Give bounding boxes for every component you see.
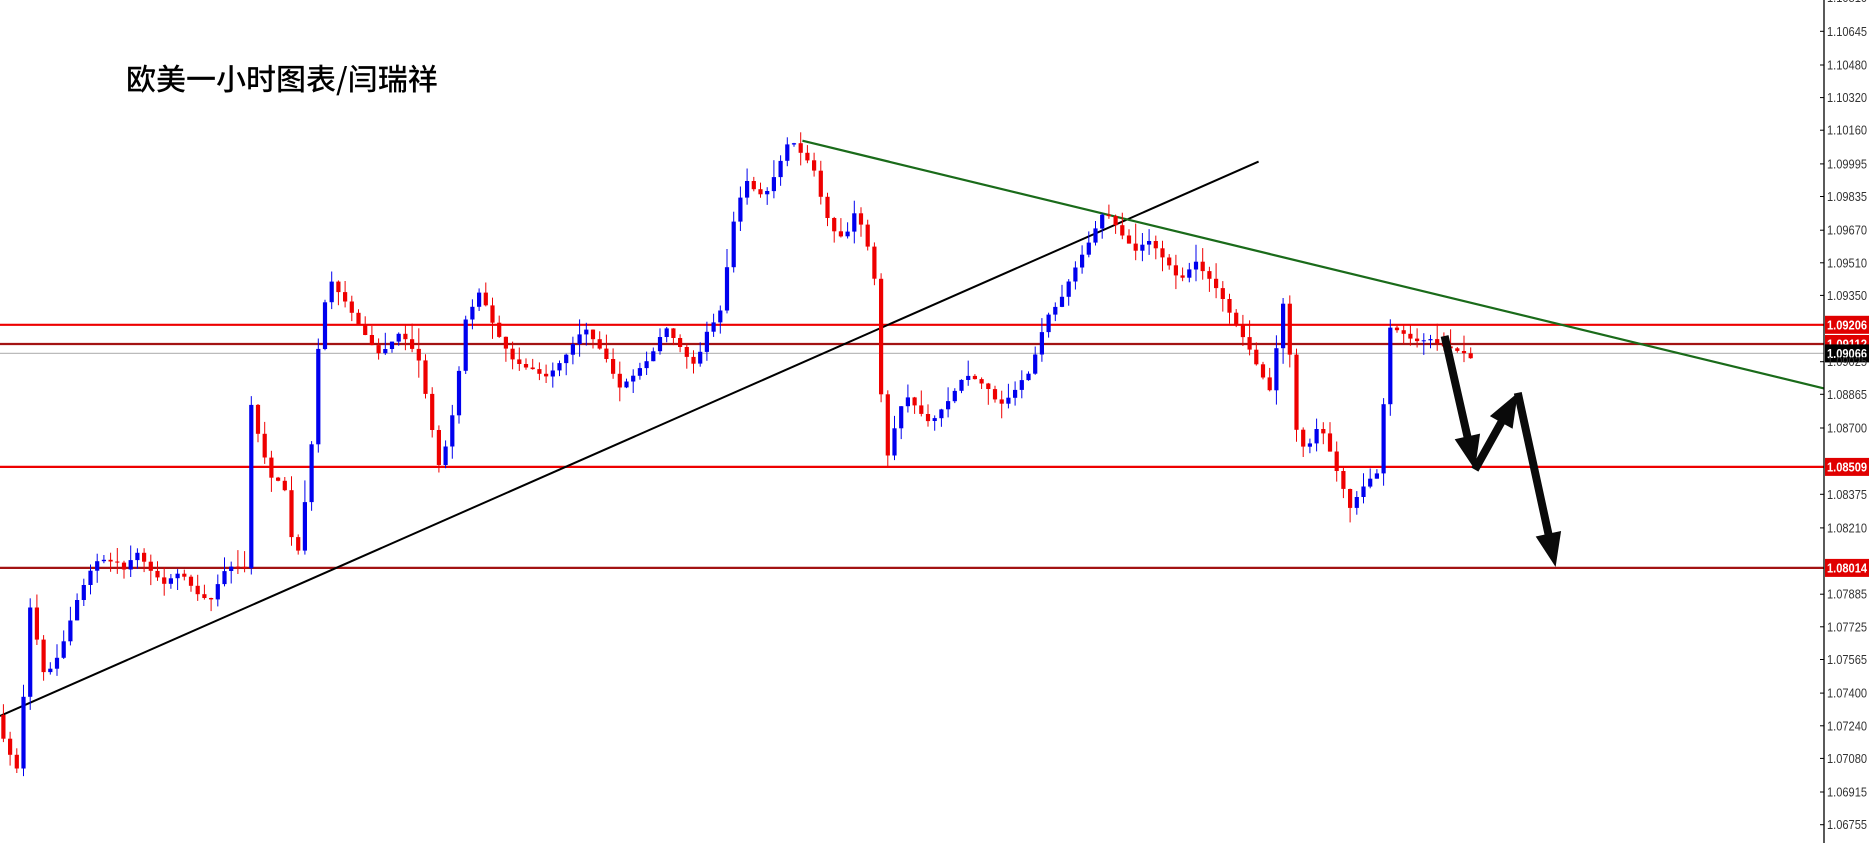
svg-text:1.08210: 1.08210 <box>1827 521 1867 535</box>
svg-text:1.10160: 1.10160 <box>1827 124 1867 138</box>
svg-text:1.08509: 1.08509 <box>1827 460 1867 474</box>
svg-text:1.07565: 1.07565 <box>1827 653 1867 667</box>
svg-text:1.08700: 1.08700 <box>1827 422 1867 436</box>
svg-text:1.07885: 1.07885 <box>1827 588 1867 602</box>
svg-text:1.06915: 1.06915 <box>1827 786 1867 800</box>
svg-text:1.08865: 1.08865 <box>1827 388 1867 402</box>
svg-text:1.07400: 1.07400 <box>1827 687 1867 701</box>
svg-text:1.09350: 1.09350 <box>1827 289 1867 303</box>
svg-text:1.08014: 1.08014 <box>1827 561 1867 575</box>
svg-text:1.09835: 1.09835 <box>1827 190 1867 204</box>
svg-text:1.09206: 1.09206 <box>1827 318 1867 332</box>
svg-text:1.07080: 1.07080 <box>1827 752 1867 766</box>
svg-text:1.09670: 1.09670 <box>1827 224 1867 238</box>
svg-text:1.07725: 1.07725 <box>1827 620 1867 634</box>
svg-text:1.09025: 1.09025 <box>1827 355 1867 369</box>
svg-text:1.09995: 1.09995 <box>1827 157 1867 171</box>
svg-text:1.10480: 1.10480 <box>1827 59 1867 73</box>
svg-text:1.08375: 1.08375 <box>1827 488 1867 502</box>
svg-text:1.06755: 1.06755 <box>1827 818 1867 832</box>
svg-text:1.07240: 1.07240 <box>1827 719 1867 733</box>
svg-text:1.10645: 1.10645 <box>1827 25 1867 39</box>
svg-text:1.10320: 1.10320 <box>1827 91 1867 105</box>
svg-text:1.09510: 1.09510 <box>1827 256 1867 270</box>
svg-text:1.10810: 1.10810 <box>1827 0 1867 5</box>
